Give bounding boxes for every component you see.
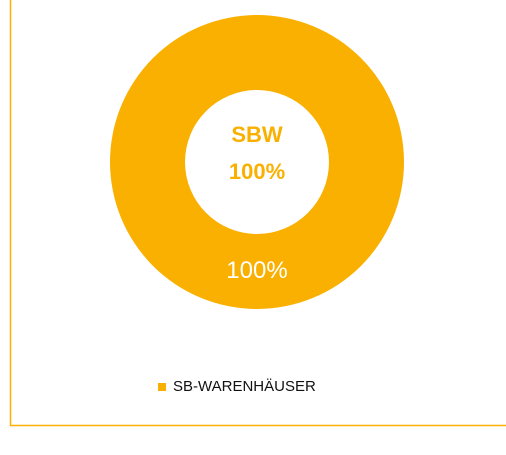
center-value: 100% [229, 159, 285, 184]
slice-value-label: 100% [226, 257, 287, 284]
legend-label: SB-WARENHÄUSER [173, 378, 316, 395]
legend-swatch [158, 383, 166, 391]
center-title: SBW [231, 122, 283, 147]
donut-slice [110, 15, 404, 309]
